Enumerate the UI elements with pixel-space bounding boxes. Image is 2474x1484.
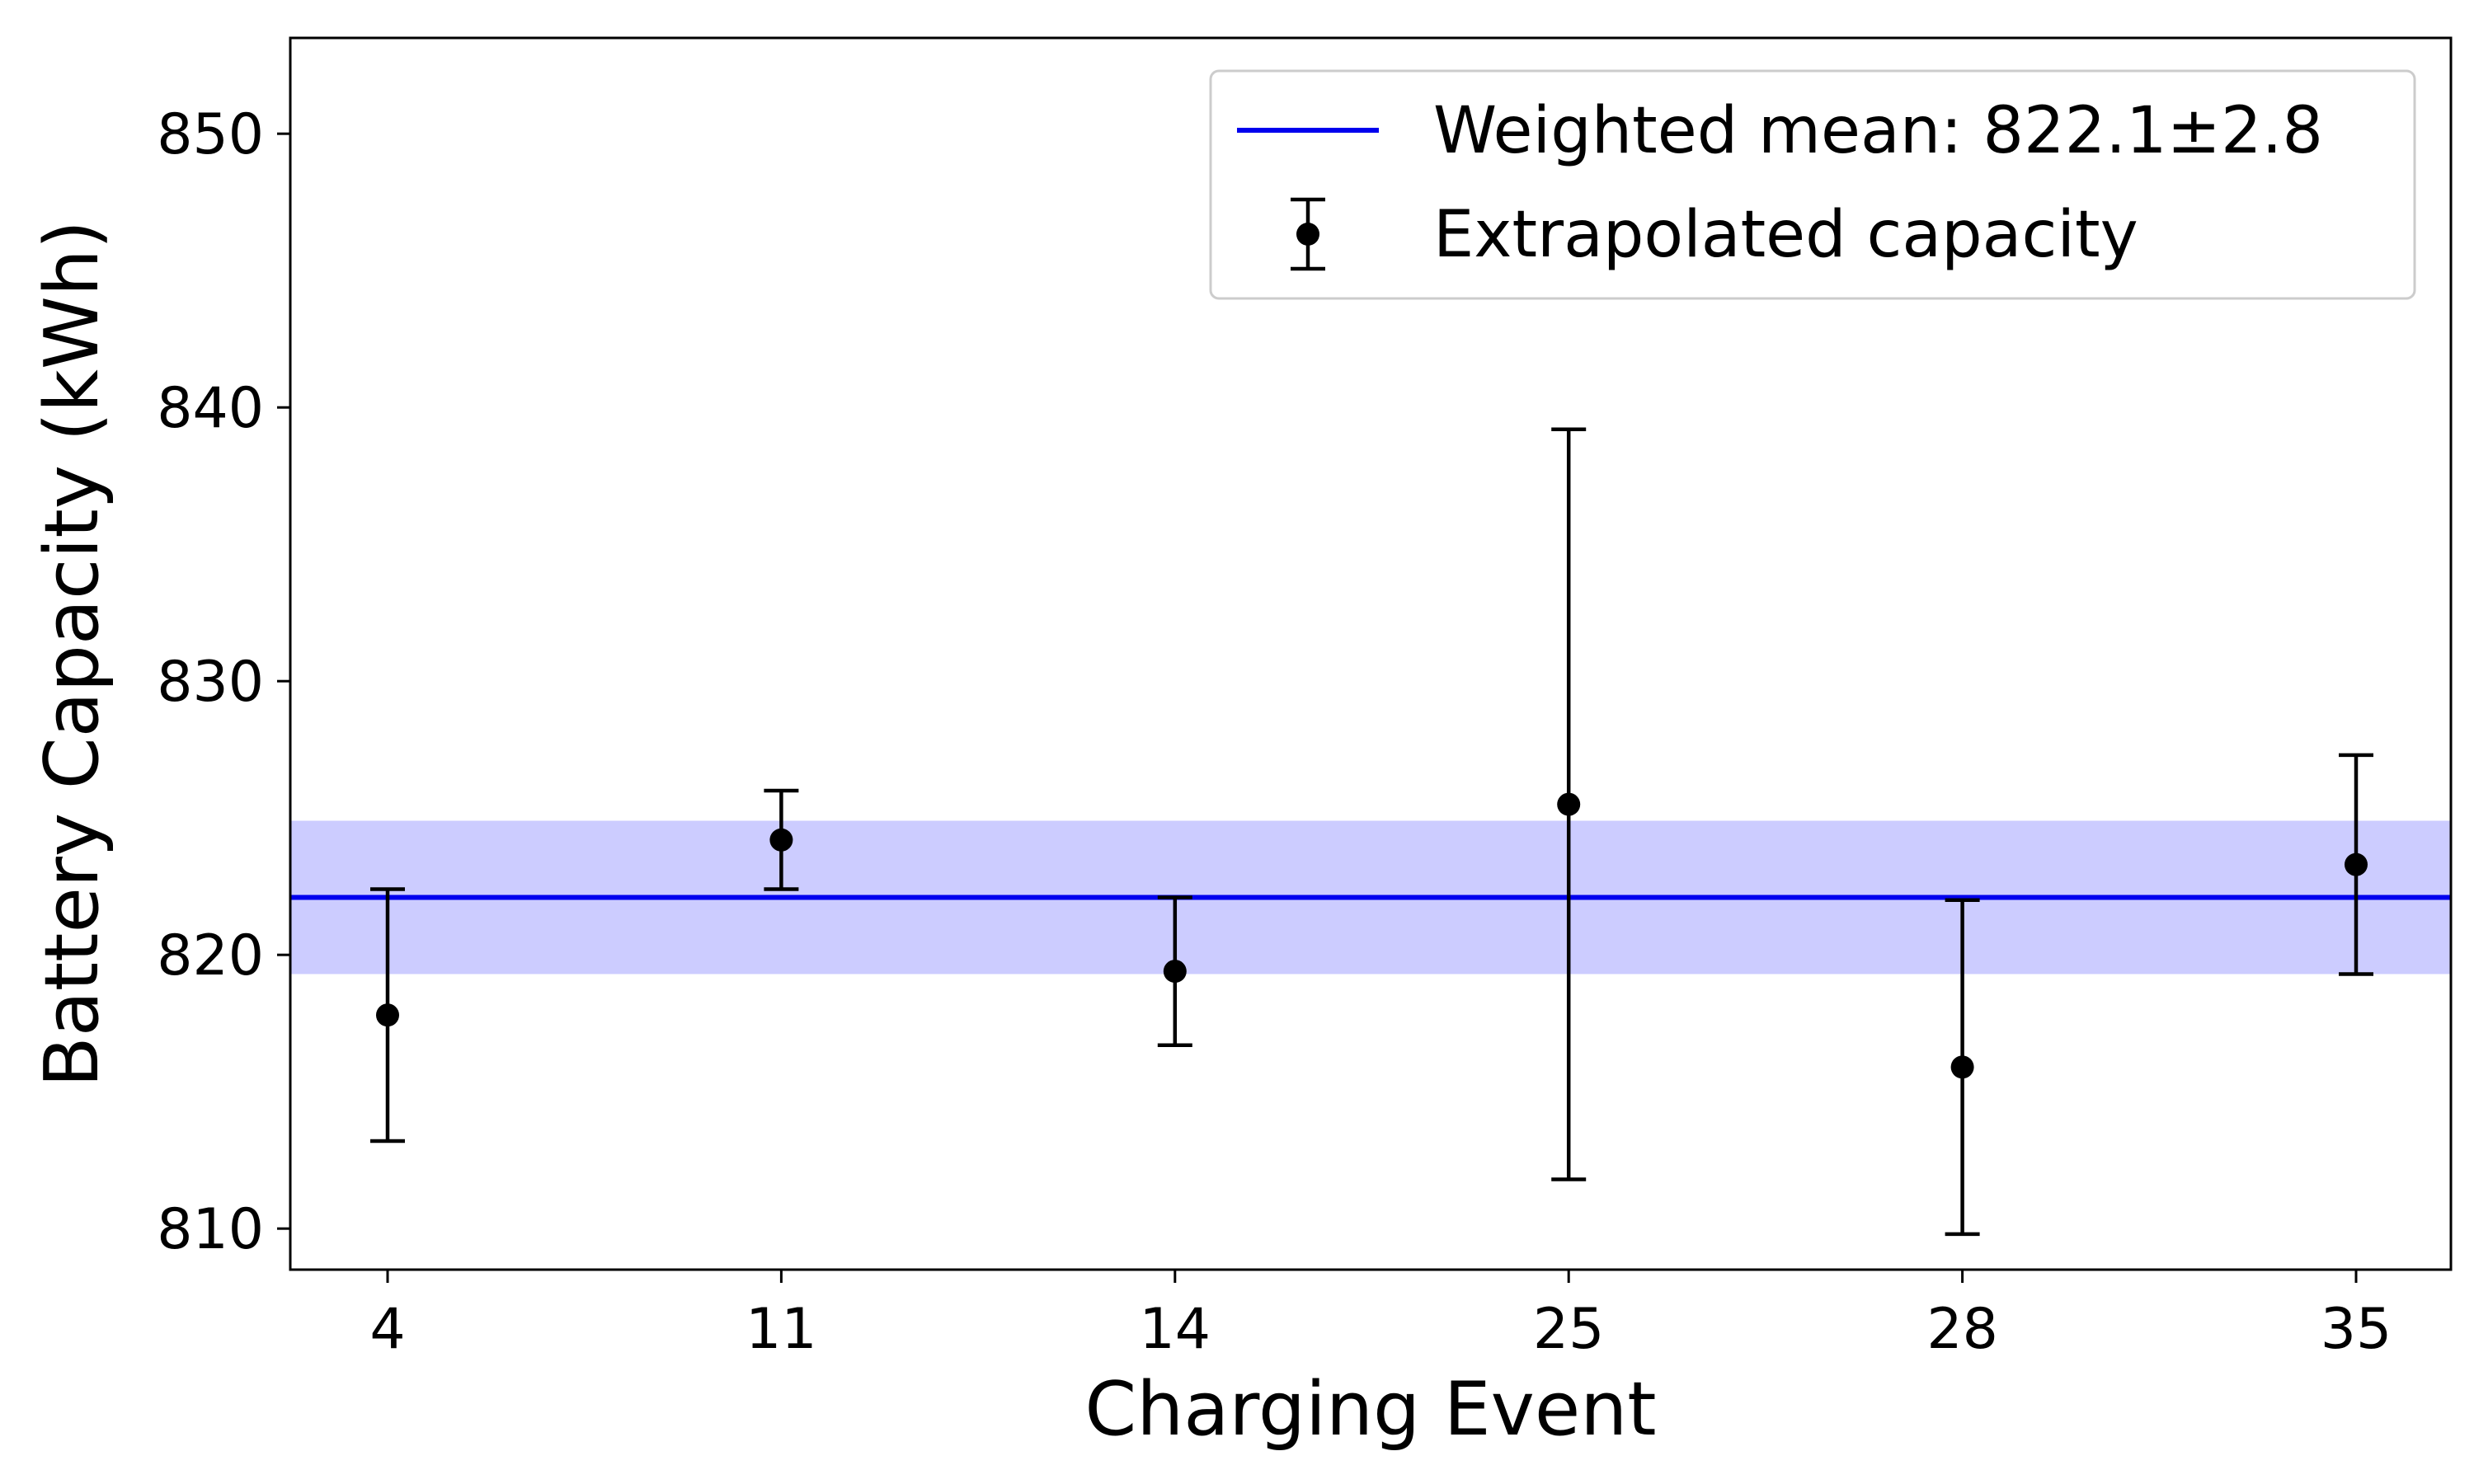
x-tick-label-35: 35	[2321, 1297, 2392, 1362]
x-tick-label-11: 11	[745, 1297, 817, 1362]
data-point-group-35	[2339, 753, 2373, 976]
x-tick-label-25: 25	[1533, 1297, 1605, 1362]
data-point-group-25	[1551, 427, 1587, 1181]
data-point-4	[376, 1003, 399, 1027]
y-tick-label-840: 840	[157, 376, 264, 441]
axes: 810 820 830 840 850 4 11 14 25 28 35 Charging Event…	[29, 36, 2453, 1453]
legend-series-label: Extrapolated capacity	[1433, 198, 2138, 272]
data-point-11	[769, 828, 793, 852]
x-tick-label-4: 4	[369, 1297, 405, 1362]
y-tick-label-850: 850	[157, 102, 264, 167]
legend-box	[1209, 69, 2416, 300]
plot-area	[290, 427, 2451, 1237]
y-axis-label: Battery Capacity (kWh)	[29, 220, 115, 1087]
data-point-25	[1557, 792, 1581, 816]
x-tick-label-28: 28	[1926, 1297, 1998, 1362]
legend: Weighted mean: 822.1±2.8 Extrapolated cap…	[1209, 69, 2416, 300]
x-tick-label-14: 14	[1140, 1297, 1211, 1362]
plot-frame	[289, 36, 2453, 1271]
y-tick-label-820: 820	[157, 923, 264, 989]
legend-point-swatch	[1296, 223, 1319, 246]
data-point-group-4	[370, 887, 405, 1144]
data-point-group-11	[764, 788, 799, 891]
y-tick-label-810: 810	[157, 1197, 264, 1262]
data-point-14	[1163, 960, 1187, 984]
data-point-group-28	[1945, 898, 1980, 1237]
data-point-group-14	[1157, 895, 1192, 1048]
legend-mean-label: Weighted mean: 822.1±2.8	[1433, 94, 2323, 168]
y-tick-label-830: 830	[157, 650, 264, 715]
data-point-35	[2345, 852, 2368, 876]
data-point-28	[1950, 1055, 1974, 1079]
x-axis-label: Charging Event	[1084, 1366, 1656, 1453]
